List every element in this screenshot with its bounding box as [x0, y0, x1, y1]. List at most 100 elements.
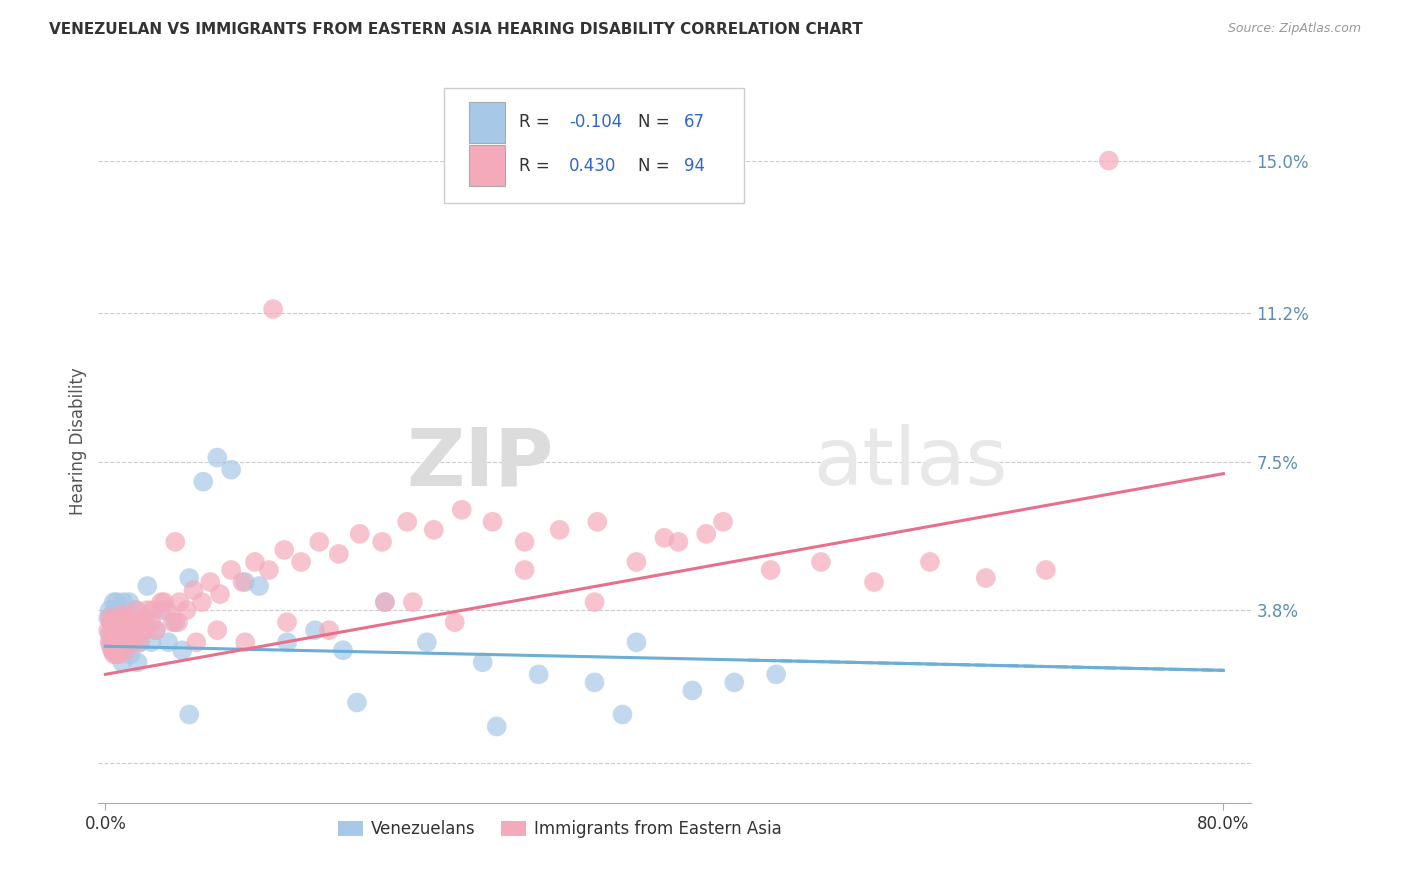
Point	[371, 535, 394, 549]
Point	[402, 595, 425, 609]
Point	[98, 603, 121, 617]
Point	[157, 635, 180, 649]
Point	[231, 575, 253, 590]
Point	[141, 635, 163, 649]
Point	[136, 603, 159, 617]
Point	[416, 635, 439, 649]
Point	[349, 526, 371, 541]
Point	[107, 619, 129, 633]
Point	[115, 643, 138, 657]
Point	[374, 595, 396, 609]
Point	[108, 635, 131, 649]
Point	[273, 542, 295, 557]
Point	[110, 639, 132, 653]
Legend: Venezuelans, Immigrants from Eastern Asia: Venezuelans, Immigrants from Eastern Asi…	[330, 814, 789, 845]
Point	[205, 450, 228, 465]
Text: 94: 94	[685, 156, 704, 175]
Point	[115, 615, 138, 630]
Point	[396, 515, 419, 529]
Point	[108, 648, 131, 662]
Point	[583, 675, 606, 690]
Point	[153, 595, 176, 609]
Point	[208, 587, 231, 601]
Point	[219, 563, 242, 577]
Point	[104, 603, 127, 617]
Point	[108, 627, 131, 641]
Point	[262, 302, 284, 317]
Point	[97, 623, 120, 637]
Point	[105, 623, 128, 637]
Point	[121, 623, 143, 637]
Point	[127, 615, 149, 630]
Point	[103, 611, 125, 625]
Point	[107, 643, 129, 657]
Point	[485, 719, 508, 733]
Point	[103, 595, 125, 609]
Point	[112, 595, 135, 609]
Point	[145, 623, 167, 637]
Text: N =: N =	[638, 156, 675, 175]
Point	[918, 555, 941, 569]
Point	[443, 615, 465, 630]
Point	[104, 635, 127, 649]
Point	[247, 579, 270, 593]
Point	[527, 667, 550, 681]
Text: 67: 67	[685, 113, 704, 131]
Point	[97, 611, 120, 625]
Point	[111, 655, 134, 669]
Point	[98, 635, 121, 649]
Point	[122, 627, 145, 641]
Point	[103, 623, 125, 637]
Point	[176, 603, 198, 617]
Point	[122, 615, 145, 630]
Point	[125, 603, 148, 617]
Point	[186, 635, 208, 649]
Point	[110, 615, 132, 630]
Point	[100, 615, 122, 630]
Point	[110, 615, 132, 630]
Point	[105, 648, 128, 662]
Point	[112, 627, 135, 641]
Text: N =: N =	[638, 113, 675, 131]
Point	[583, 595, 606, 609]
Text: Source: ZipAtlas.com: Source: ZipAtlas.com	[1227, 22, 1361, 36]
Point	[481, 515, 503, 529]
Point	[681, 683, 703, 698]
Text: 0.430: 0.430	[569, 156, 616, 175]
Point	[112, 623, 135, 637]
Point	[100, 635, 122, 649]
Point	[108, 611, 131, 625]
Point	[1098, 153, 1121, 168]
Point	[471, 655, 494, 669]
Point	[120, 635, 142, 649]
Point	[114, 643, 136, 657]
Point	[105, 623, 128, 637]
Point	[115, 635, 138, 649]
Point	[141, 615, 163, 630]
Point	[200, 575, 222, 590]
Point	[193, 475, 215, 489]
Text: atlas: atlas	[813, 425, 1008, 502]
Point	[626, 635, 648, 649]
Point	[117, 623, 139, 637]
Point	[276, 635, 298, 649]
Point	[103, 648, 125, 662]
Point	[165, 615, 187, 630]
Point	[759, 563, 782, 577]
Point	[114, 615, 136, 630]
Point	[112, 627, 135, 641]
FancyBboxPatch shape	[444, 87, 744, 203]
Point	[136, 579, 159, 593]
Point	[111, 603, 134, 617]
Point	[179, 707, 201, 722]
Point	[107, 611, 129, 625]
Point	[205, 623, 228, 637]
Point	[134, 623, 156, 637]
Point	[101, 607, 124, 622]
Point	[290, 555, 312, 569]
Point	[666, 535, 689, 549]
Point	[104, 635, 127, 649]
Point	[183, 583, 205, 598]
Y-axis label: Hearing Disability: Hearing Disability	[69, 368, 87, 516]
Point	[125, 603, 148, 617]
